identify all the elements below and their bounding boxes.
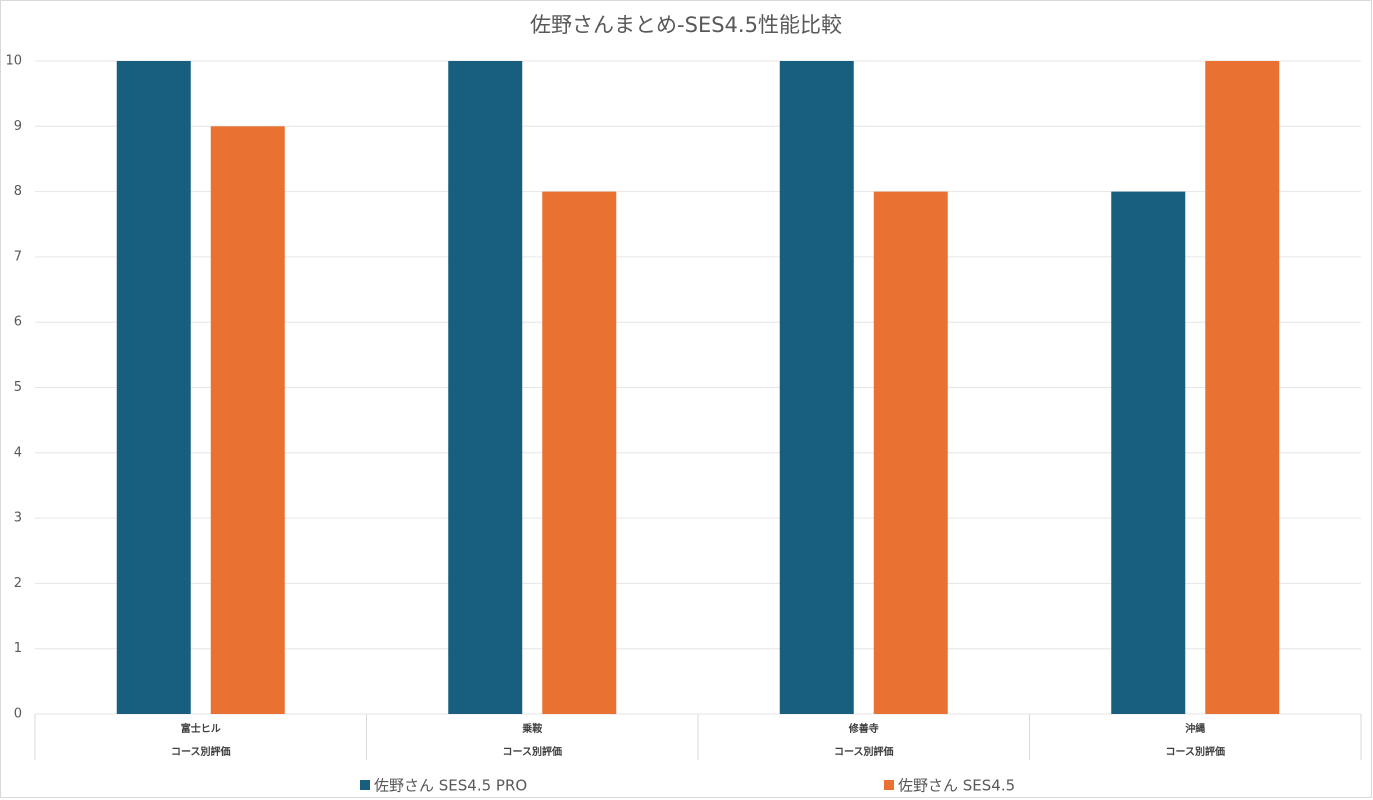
y-tick-label: 2 — [14, 576, 22, 591]
y-tick-label: 9 — [14, 119, 22, 134]
bar — [448, 61, 523, 714]
legend-swatch — [360, 780, 370, 790]
y-tick-label: 5 — [14, 380, 22, 395]
legend-label: 佐野さん SES4.5 — [898, 777, 1015, 795]
legend-label: 佐野さん SES4.5 PRO — [374, 777, 527, 795]
bar — [1111, 191, 1186, 715]
y-tick-label: 8 — [14, 184, 22, 199]
x-group-label: コース別評価 — [1166, 745, 1226, 758]
y-tick-label: 3 — [14, 511, 22, 526]
y-tick-label: 6 — [14, 315, 22, 330]
x-group-label: コース別評価 — [171, 745, 231, 758]
y-tick-label: 1 — [14, 641, 22, 656]
x-group-label: コース別評価 — [503, 745, 563, 758]
bar — [1205, 61, 1280, 714]
y-tick-label: 4 — [14, 445, 22, 460]
bar — [542, 191, 617, 715]
x-tick-label: 修善寺 — [848, 722, 879, 735]
y-tick-label: 7 — [14, 249, 22, 264]
x-group-label: コース別評価 — [834, 745, 894, 758]
y-tick-label: 10 — [5, 54, 22, 69]
bar — [873, 191, 948, 715]
legend-swatch — [884, 780, 894, 790]
x-tick-label: 富士ヒル — [181, 722, 221, 735]
x-tick-label: 沖縄 — [1185, 722, 1205, 735]
bar — [116, 61, 191, 714]
chart-title: 佐野さんまとめ-SES4.5性能比較 — [530, 13, 842, 37]
y-tick-label: 0 — [14, 707, 22, 722]
bar — [779, 61, 854, 714]
bar — [210, 126, 285, 715]
x-tick-label: 乗鞍 — [521, 722, 542, 735]
